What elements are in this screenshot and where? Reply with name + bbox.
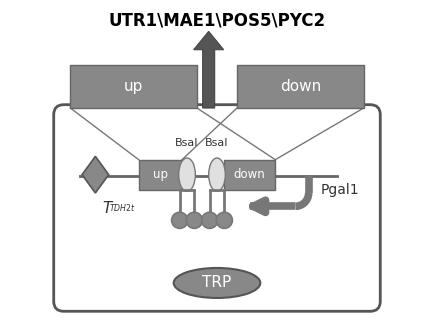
FancyBboxPatch shape (237, 65, 364, 108)
Ellipse shape (186, 212, 202, 228)
Ellipse shape (171, 212, 188, 228)
Text: down: down (279, 79, 321, 94)
Polygon shape (194, 31, 224, 108)
FancyBboxPatch shape (70, 65, 197, 108)
Text: BsaI: BsaI (175, 138, 199, 148)
FancyBboxPatch shape (224, 160, 275, 190)
Ellipse shape (179, 158, 195, 191)
Ellipse shape (209, 158, 225, 191)
Text: down: down (233, 168, 265, 181)
Text: TRP: TRP (202, 276, 232, 290)
Ellipse shape (174, 268, 260, 298)
Text: Pgal1: Pgal1 (320, 183, 359, 197)
Text: up: up (153, 168, 168, 181)
Text: BsaI: BsaI (205, 138, 229, 148)
Polygon shape (82, 156, 108, 193)
Text: up: up (124, 79, 143, 94)
FancyBboxPatch shape (139, 160, 182, 190)
Text: $T$: $T$ (102, 200, 114, 216)
Ellipse shape (216, 212, 232, 228)
FancyBboxPatch shape (54, 105, 380, 311)
Text: $_{TDH2t}$: $_{TDH2t}$ (109, 202, 136, 215)
Text: UTR1\MAE1\POS5\PYC2: UTR1\MAE1\POS5\PYC2 (108, 11, 326, 29)
Ellipse shape (202, 212, 218, 228)
